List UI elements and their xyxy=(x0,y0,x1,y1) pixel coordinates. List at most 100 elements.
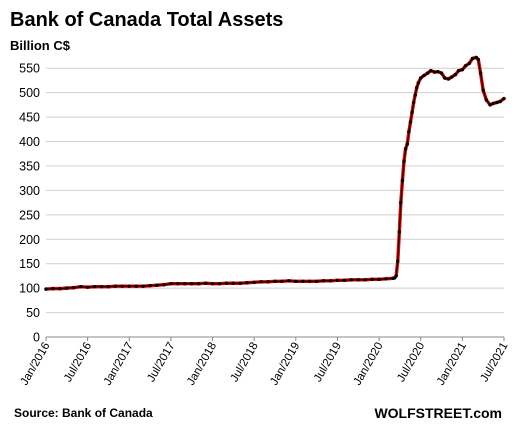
data-point xyxy=(399,200,403,205)
data-point xyxy=(210,282,215,286)
data-point xyxy=(51,286,55,291)
data-point xyxy=(148,283,152,288)
data-point xyxy=(397,230,402,234)
x-tick-label: Jan/2018 xyxy=(185,341,219,388)
data-point xyxy=(453,72,458,77)
data-point xyxy=(176,282,180,286)
data-point xyxy=(408,120,413,124)
data-point xyxy=(224,281,229,285)
data-point xyxy=(495,100,499,105)
data-point xyxy=(402,159,406,163)
series-layer xyxy=(44,55,506,291)
data-point xyxy=(446,77,451,81)
y-tick-label: 250 xyxy=(19,208,40,222)
data-point xyxy=(162,283,166,287)
data-point xyxy=(415,86,419,90)
brand-label: WOLFSTREET.com xyxy=(374,405,502,421)
x-tick-label: Jan/2021 xyxy=(435,341,469,388)
data-point xyxy=(377,277,381,282)
data-point xyxy=(328,279,333,283)
data-point xyxy=(92,284,97,289)
data-point xyxy=(155,283,159,287)
data-point xyxy=(476,57,480,62)
data-point xyxy=(141,284,145,288)
y-tick-label: 0 xyxy=(33,331,40,345)
y-axis-ticks: 0 50 100 150 200 250 300 350 400 450 500 550 xyxy=(19,62,40,345)
x-tick-label: Jan/2019 xyxy=(268,341,302,388)
data-point xyxy=(394,274,398,278)
data-point xyxy=(190,282,194,286)
y-tick-label: 150 xyxy=(19,257,40,271)
y-tick-label: 300 xyxy=(19,184,40,198)
data-point xyxy=(407,130,411,134)
data-point xyxy=(65,286,69,290)
y-tick-label: 450 xyxy=(19,111,40,125)
data-point xyxy=(436,69,440,74)
data-point xyxy=(384,277,388,281)
data-point xyxy=(432,70,437,74)
data-point xyxy=(419,76,423,80)
data-point xyxy=(396,259,400,263)
data-point xyxy=(44,287,48,291)
x-tick-label: Jan/2017 xyxy=(102,341,136,388)
data-point xyxy=(443,76,447,80)
data-point xyxy=(470,56,475,61)
data-point xyxy=(259,280,263,284)
y-tick-label: 550 xyxy=(19,62,40,76)
data-point xyxy=(85,285,90,289)
data-point xyxy=(183,282,187,286)
data-point xyxy=(342,278,347,283)
data-point xyxy=(273,279,277,283)
data-point xyxy=(488,103,492,107)
data-point xyxy=(238,281,243,285)
data-point xyxy=(335,278,340,283)
data-point xyxy=(231,281,236,285)
data-point xyxy=(72,285,76,290)
data-point xyxy=(78,284,83,289)
data-point xyxy=(413,93,417,97)
data-point xyxy=(363,278,367,282)
gridlines xyxy=(46,67,504,338)
x-axis-ticks: Jan/2016 Jul/2016 Jan/2017 Jul/2017 Jan/2018… xyxy=(19,337,511,387)
data-point xyxy=(99,284,104,289)
data-point xyxy=(134,284,138,288)
data-point xyxy=(217,282,222,286)
data-point xyxy=(484,98,489,102)
source-note: Source: Bank of Canada xyxy=(14,406,153,420)
x-tick-label: Jul/2021 xyxy=(478,341,510,385)
y-tick-label: 400 xyxy=(19,135,40,149)
data-point xyxy=(245,281,249,285)
data-point xyxy=(478,71,483,75)
data-point xyxy=(120,284,125,288)
data-point xyxy=(370,277,374,282)
x-tick-label: Jul/2017 xyxy=(145,341,177,385)
data-point xyxy=(429,68,433,73)
data-point xyxy=(113,284,118,288)
data-point xyxy=(467,61,472,66)
data-point xyxy=(169,282,173,286)
data-point xyxy=(456,68,461,73)
data-point xyxy=(349,278,354,282)
data-point xyxy=(280,279,284,283)
x-tick-label: Jul/2016 xyxy=(62,341,94,385)
data-point xyxy=(203,281,208,285)
data-point xyxy=(411,100,416,105)
x-tick-label: Jul/2020 xyxy=(395,341,427,385)
data-point xyxy=(425,71,430,75)
data-point xyxy=(460,67,465,72)
data-point xyxy=(252,280,256,284)
data-point xyxy=(439,71,444,75)
x-tick-label: Jul/2018 xyxy=(229,341,261,385)
y-axis-unit-label: Billion C$ xyxy=(10,38,71,53)
data-point xyxy=(307,279,312,283)
y-tick-label: 200 xyxy=(19,233,40,247)
data-point xyxy=(403,147,408,151)
x-tick-label: Jan/2016 xyxy=(19,341,53,388)
data-point xyxy=(196,282,201,286)
y-tick-label: 350 xyxy=(19,159,40,173)
data-point xyxy=(491,101,496,106)
data-point xyxy=(266,280,270,284)
data-point xyxy=(498,99,502,104)
data-point xyxy=(410,110,414,114)
